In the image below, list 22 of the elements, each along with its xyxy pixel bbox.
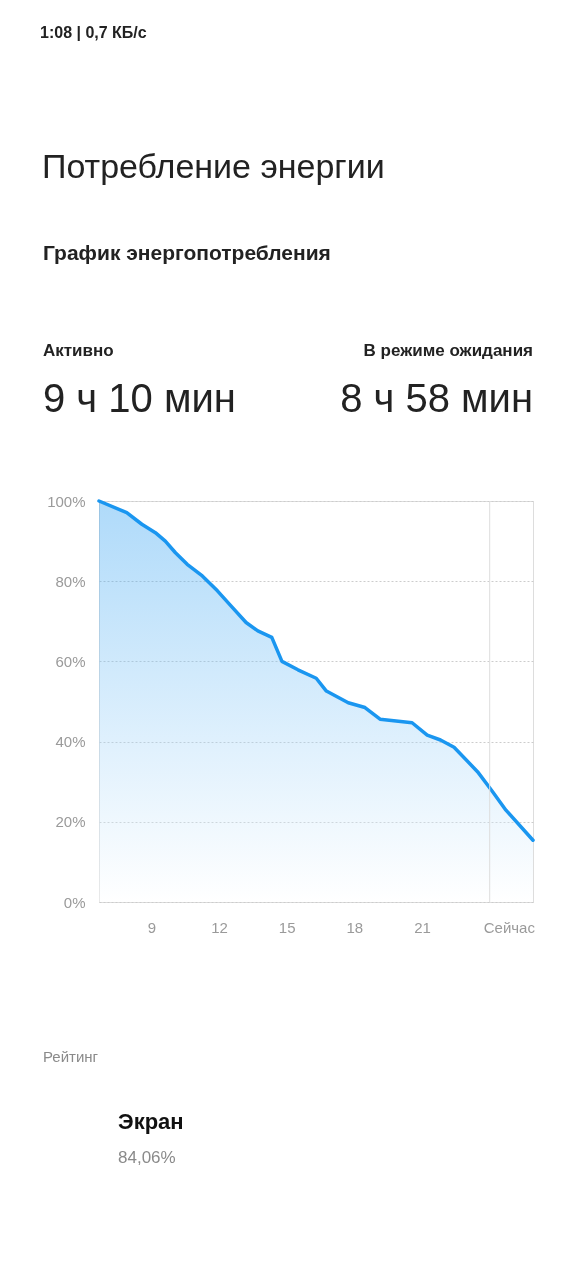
x-tick-label: 9: [147, 918, 156, 936]
x-tick-label: 21: [414, 918, 431, 936]
y-tick-label: 20%: [55, 813, 86, 831]
text: В режиме ожидания: [363, 341, 533, 360]
text: 8 ч 58 мин: [340, 376, 533, 420]
x-tick-label: 15: [278, 918, 296, 936]
x-tick-label: 12: [211, 918, 228, 936]
y-tick-label: 0%: [63, 893, 86, 911]
y-tick-label: 100%: [47, 492, 86, 510]
chart-subtitle: График энергопотребления: [43, 241, 331, 264]
text: 9 ч 10 мин: [43, 376, 236, 420]
text: 84,06%: [118, 1148, 176, 1167]
x-tick-label: Сейчас: [483, 918, 536, 936]
x-tick-label: 18: [346, 918, 364, 936]
chart-title: Потребление энергии: [42, 147, 385, 185]
y-tick-label: 60%: [55, 652, 86, 670]
text: 1:08 | 0,7 КБ/с: [40, 24, 147, 41]
y-tick-label: 80%: [55, 572, 86, 590]
text: Рейтинг: [43, 1048, 99, 1065]
text: Активно: [43, 341, 114, 360]
y-tick-label: 40%: [55, 733, 86, 751]
text: Экран: [118, 1109, 184, 1134]
